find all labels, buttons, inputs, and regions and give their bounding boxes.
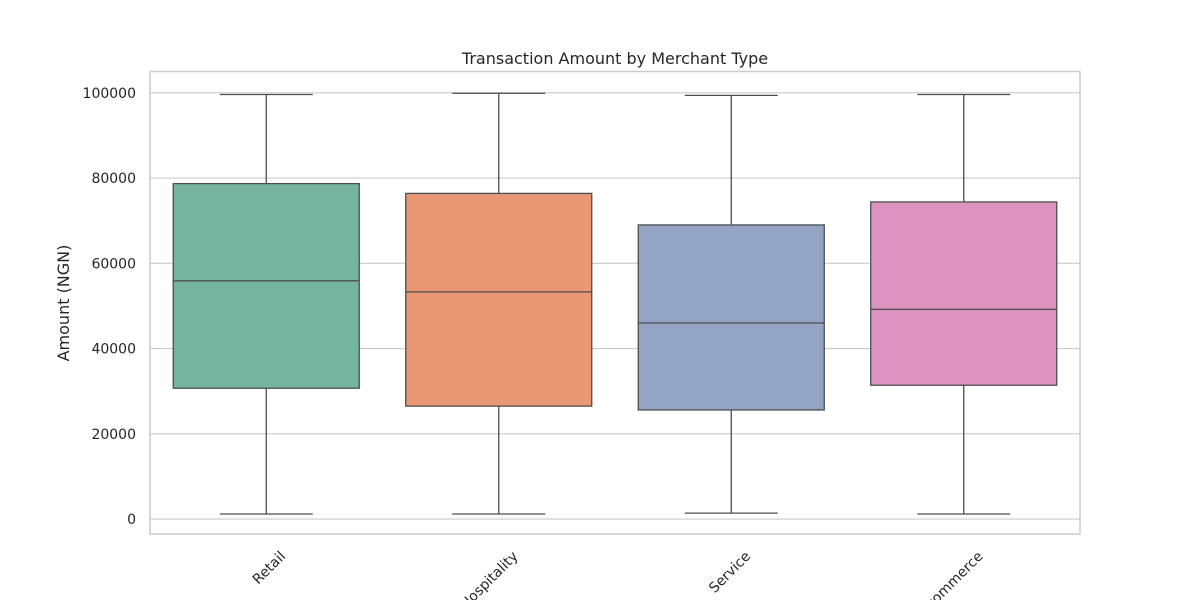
y-tick-label-1: 20000 (91, 427, 136, 443)
box-3 (870, 201, 1058, 386)
x-tick-label-2: Service (706, 549, 754, 597)
y-tick-label-3: 60000 (91, 256, 136, 272)
y-tick-label-0: 0 (127, 512, 136, 528)
plot-frame (149, 70, 1081, 535)
box-1 (405, 192, 593, 407)
box-group-2 (637, 94, 825, 514)
box-0 (172, 182, 360, 389)
box-group-1 (405, 92, 593, 515)
box-2 (637, 224, 825, 411)
x-tick-label-0: Retail (250, 549, 289, 588)
y-tick-label-5: 100000 (83, 86, 136, 102)
y-tick-label-2: 40000 (91, 342, 136, 358)
box-group-0 (172, 93, 360, 515)
x-tick-label-1: Hospitality (457, 549, 521, 600)
chart-title: Transaction Amount by Merchant Type (461, 49, 768, 68)
y-tick-labels: 0 20000 40000 60000 80000 100000 (83, 86, 136, 528)
x-tick-labels: Retail Hospitality Service E-commerce (250, 549, 987, 604)
y-axis-label: Amount (NGN) (54, 245, 73, 362)
box-group-3 (870, 93, 1058, 515)
y-tick-label-4: 80000 (91, 171, 136, 187)
x-tick-label-3: E-commerce (913, 549, 986, 600)
box-layer (172, 92, 1058, 515)
